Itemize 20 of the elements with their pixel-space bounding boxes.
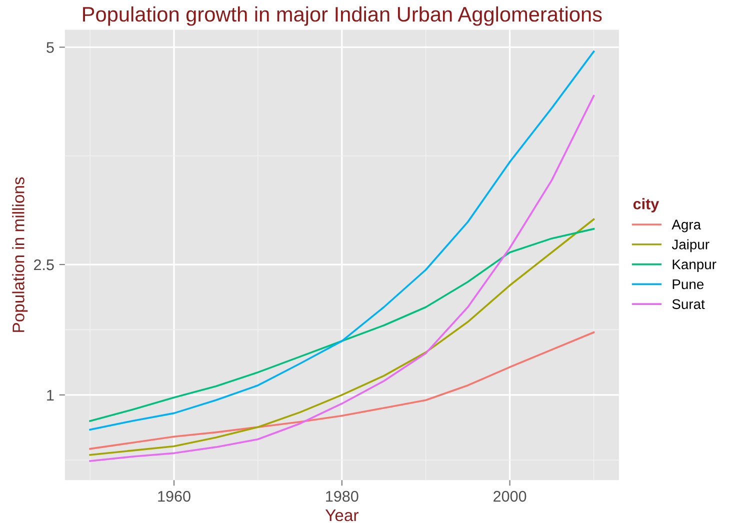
legend-label: Pune bbox=[672, 279, 704, 290]
line-series bbox=[89, 50, 595, 431]
legend-label: Kanpur bbox=[672, 260, 716, 272]
legend-title: city bbox=[633, 198, 660, 212]
x-axis-title: Year bbox=[325, 510, 358, 522]
chart-title: Population growth in major Indian Urban Agglomerations bbox=[83, 6, 602, 26]
x-tick-label: 1980 bbox=[326, 490, 358, 502]
legend-label: Agra bbox=[672, 220, 702, 232]
line-series bbox=[89, 228, 595, 422]
y-tick-label: 2.5 bbox=[34, 259, 54, 270]
y-axis-title: Population in millions bbox=[12, 177, 28, 332]
y-tick-label: 5 bbox=[46, 42, 54, 53]
x-tick-label: 2000 bbox=[494, 490, 526, 502]
line-series bbox=[89, 218, 595, 456]
legend-label: Surat bbox=[672, 299, 705, 310]
legend-label: Jaipur bbox=[672, 239, 710, 252]
x-tick-label: 1960 bbox=[158, 490, 190, 502]
line-series bbox=[89, 331, 595, 450]
line-series bbox=[89, 94, 595, 462]
y-tick-label: 1 bbox=[47, 390, 54, 400]
